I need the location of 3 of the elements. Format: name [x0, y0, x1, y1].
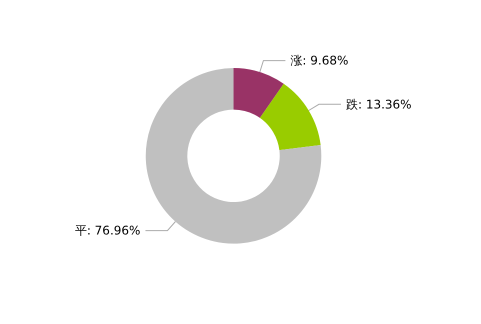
slice-label: 跌: 13.36% [346, 97, 412, 112]
slice-label: 涨: 9.68% [290, 54, 348, 68]
slice-label: 平: 76.96% [74, 224, 140, 238]
